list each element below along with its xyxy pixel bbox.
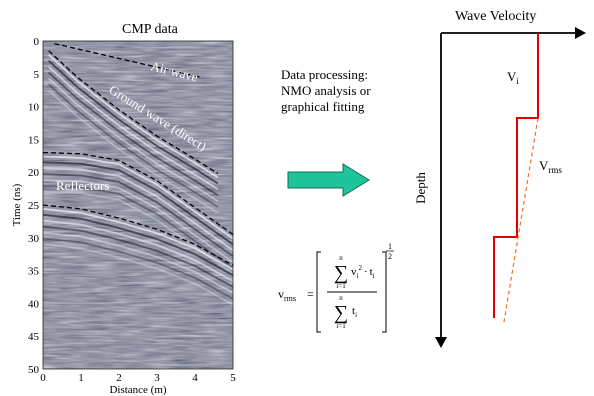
rms-velocity-formula: vrms = n ∑ i=1 vi2 · ti n ∑ i=1 ti 1 2 <box>278 242 394 333</box>
x-tick-label: 1 <box>78 372 84 384</box>
reflection-band <box>48 71 219 196</box>
x-tick-label: 3 <box>154 372 160 384</box>
y-axis-label: Time (ns) <box>11 183 23 226</box>
processing-line-1: Data processing: <box>281 67 368 82</box>
reflection-band <box>43 161 233 246</box>
x-tick-label: 5 <box>230 372 236 384</box>
radargram-image <box>43 41 233 369</box>
y-tick-label: 20 <box>28 167 40 179</box>
reflection-band <box>43 185 233 269</box>
cmp-panel: CMP data Air wave Ground wave (direct) R… <box>11 22 236 396</box>
reflectors-label: Reflectors <box>56 178 109 193</box>
reflection-band <box>43 243 233 306</box>
reflection-band <box>43 231 233 294</box>
depth-axis-arrow-icon <box>435 337 447 348</box>
x-tick-label: 4 <box>192 372 198 384</box>
y-tick-label: 0 <box>34 36 40 48</box>
x-tick-label: 0 <box>40 372 46 384</box>
y-axis-ticks: 0 5 10 15 20 25 30 35 40 45 50 <box>28 36 40 376</box>
reflection-band <box>43 237 233 300</box>
velocity-depth-diagram: Wave Velocity Depth Vi Vrms <box>413 9 586 348</box>
processing-note: Data processing: NMO analysis or graphic… <box>281 67 371 114</box>
y-tick-label: 45 <box>28 331 40 343</box>
reflection-band <box>48 77 219 202</box>
reflection-band <box>43 208 233 271</box>
reflector-lower-curve <box>42 204 234 266</box>
air-wave-curve <box>54 42 203 79</box>
num-term: vi2 · ti <box>351 264 375 280</box>
interval-velocity-profile <box>493 33 539 318</box>
y-tick-label: 50 <box>28 364 40 376</box>
reflection-band <box>43 173 233 257</box>
reflection-band <box>43 167 233 252</box>
den-sum-lower: i=1 <box>336 322 346 330</box>
num-sum-upper: n <box>339 254 343 262</box>
processing-arrow-icon <box>287 163 370 197</box>
y-tick-label: 25 <box>28 200 40 212</box>
den-sum-icon: ∑ <box>334 302 348 324</box>
reflection-band <box>43 219 233 282</box>
reflection-band <box>48 89 219 214</box>
exp-denominator: 2 <box>388 252 392 261</box>
cmp-title: CMP data <box>122 22 179 37</box>
reflection-band <box>48 65 219 191</box>
interpretation-curves <box>42 42 234 266</box>
x-axis-ticks: 0 1 2 3 4 5 <box>40 372 236 384</box>
y-tick-label: 30 <box>28 233 40 245</box>
processing-line-2: NMO analysis or <box>281 83 371 98</box>
formula-lhs: vrms <box>278 287 296 303</box>
y-tick-label: 5 <box>34 69 40 81</box>
velocity-axis-label: Wave Velocity <box>455 9 536 24</box>
exp-numerator: 1 <box>388 242 392 251</box>
x-axis-label: Distance (m) <box>109 384 166 396</box>
reflection-band <box>48 60 219 185</box>
y-tick-label: 15 <box>28 134 40 146</box>
den-term: ti <box>352 305 357 319</box>
ground-wave-curve <box>48 50 219 175</box>
den-sum-upper: n <box>339 294 343 302</box>
reflector-upper-curve <box>42 151 234 236</box>
velocity-axis-arrow-icon <box>575 27 586 39</box>
reflection-band <box>48 54 219 179</box>
reflection-band <box>43 155 233 240</box>
reflection-band <box>43 179 233 263</box>
rms-velocity-trend <box>503 117 539 323</box>
num-sum-lower: i=1 <box>336 282 346 290</box>
formula-right-bracket <box>382 251 387 333</box>
num-sum-icon: ∑ <box>334 262 348 284</box>
y-tick-label: 40 <box>28 298 40 310</box>
reflection-band <box>48 83 219 208</box>
reflection-bands <box>43 54 233 306</box>
vi-label: Vi <box>507 69 519 86</box>
vrms-label: Vrms <box>539 158 562 175</box>
y-tick-label: 35 <box>28 266 40 278</box>
formula-left-bracket <box>316 251 321 333</box>
depth-axis-label: Depth <box>413 172 428 204</box>
x-tick-label: 2 <box>116 372 122 384</box>
reflection-band <box>43 225 233 288</box>
formula-equals: = <box>307 287 314 301</box>
processing-line-3: graphical fitting <box>281 99 365 114</box>
y-tick-label: 10 <box>28 102 40 114</box>
reflection-band <box>43 213 233 276</box>
